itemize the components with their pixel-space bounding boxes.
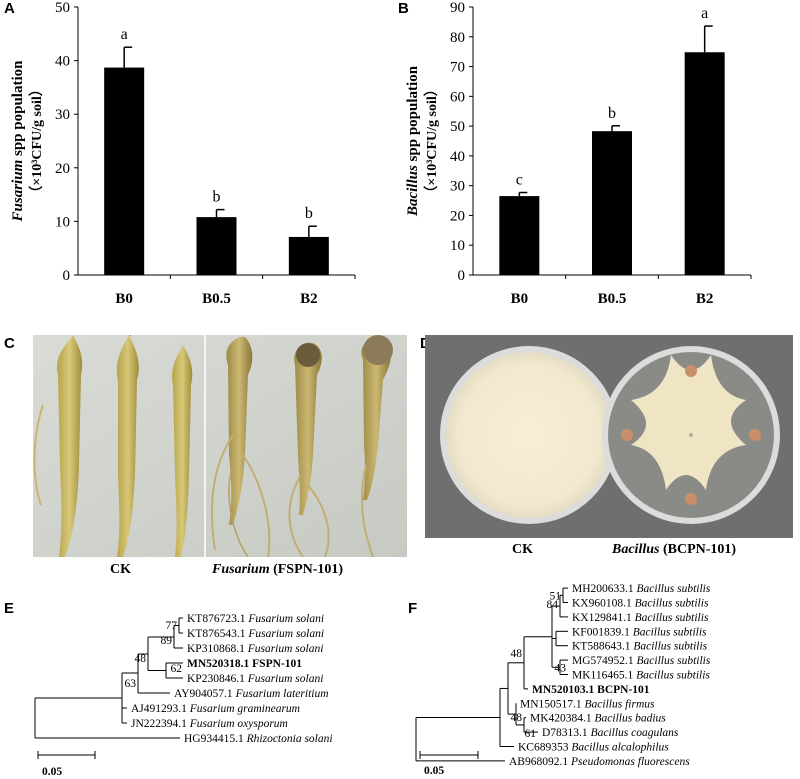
tree-leaf-label: KF001839.1 Bacillus subtilis (572, 626, 707, 638)
y-tick-label: 70 (450, 60, 465, 76)
y-tick-label: 80 (450, 30, 465, 46)
bootstrap-value: 48 (511, 648, 523, 660)
caption-c-fusarium: Fusarium (FSPN-101) (212, 562, 344, 577)
x-tick-label: B2 (300, 291, 318, 307)
tree-leaf-label: MG574952.1 Bacillus subtilis (572, 655, 711, 667)
bootstrap-value: 62 (171, 663, 183, 675)
panel-label-c: C (4, 335, 15, 352)
tree-leaf-label: MK116465.1 Bacillus subtilis (572, 670, 710, 682)
y-tick-label: 30 (55, 107, 70, 123)
bar (592, 131, 632, 275)
bootstrap-value: 48 (135, 653, 147, 665)
y-axis-label: Fusarium spp population (10, 60, 26, 223)
bootstrap-value: 51 (550, 590, 562, 602)
tree-leaf-label: AY904057.1 Fusarium lateritium (174, 688, 329, 700)
significance-letter: c (516, 172, 523, 189)
photo-petri-dishes (425, 335, 793, 538)
y-axis-label: Bacillus spp population (405, 65, 421, 217)
tree-leaf-label: KT588643.1 Bacillus subtilis (572, 641, 708, 653)
scale-bar-label: 0.05 (42, 766, 62, 778)
tree-leaf-label: HG934415.1 Rhizoctonia solani (184, 733, 333, 745)
tree-leaf-label: KP230846.1 Fusarium solani (187, 673, 323, 685)
tree-leaf-label: MN520103.1 BCPN-101 (532, 684, 650, 696)
caption-d-ck: CK (512, 542, 533, 557)
bootstrap-value: 89 (161, 635, 173, 647)
panel-label-f: F (408, 600, 418, 617)
y-tick-label: 40 (55, 54, 70, 70)
photo-ginseng-roots (33, 335, 407, 557)
healthy-root (33, 335, 83, 557)
caption-c-ck: CK (110, 562, 131, 577)
significance-letter: b (305, 205, 313, 222)
bar (684, 52, 725, 275)
y-tick-label: 10 (450, 238, 465, 254)
tree-leaf-label: MK420384.1 Bacillus badius (530, 713, 666, 725)
significance-letter: a (121, 26, 128, 43)
panel-label-a: A (4, 0, 15, 17)
y-tick-label: 60 (450, 89, 465, 105)
bootstrap-value: 84 (547, 599, 559, 611)
y-tick-label: 30 (450, 179, 465, 195)
tree-leaf-label: KC689353 Bacillus alcalophilus (518, 742, 669, 754)
significance-letter: a (701, 5, 708, 22)
tree-leaf-label: JN222394.1 Fusarium oxysporum (131, 718, 288, 730)
tree-leaf-label: AB968092.1 Pseudomonas fluorescens (509, 756, 690, 768)
y-axis-label-unit: （×10³CFU/g soil） (29, 82, 45, 200)
tree-leaf-label: MH200633.1 Bacillus subtilis (572, 583, 711, 595)
bar (196, 217, 237, 275)
y-tick-label: 40 (450, 149, 465, 165)
tree-leaf-label: MN150517.1 Bacillus firmus (520, 698, 655, 710)
y-tick-label: 50 (55, 0, 70, 16)
tree-leaf-label: KX129841.1 Bacillus subtilis (572, 612, 709, 624)
y-tick-label: 0 (458, 268, 466, 284)
y-tick-label: 10 (55, 214, 70, 230)
significance-letter: b (213, 189, 221, 206)
bootstrap-value: 63 (125, 678, 137, 690)
phylogenetic-tree-bacillus: MH200633.1 Bacillus subtilis KX960108.1 B… (415, 583, 711, 777)
phylogenetic-tree-fusarium: KT876723.1 Fusarium solani KT876543.1 Fus… (34, 613, 333, 778)
x-tick-label: B0 (511, 291, 529, 307)
tree-leaf-label: MN520318.1 FSPN-101 (187, 658, 302, 670)
bootstrap-value: 43 (555, 662, 567, 674)
tree-leaf-label: KT876723.1 Fusarium solani (187, 613, 324, 625)
x-tick-label: B0.5 (598, 291, 627, 307)
tree-leaf-label: KX960108.1 Bacillus subtilis (572, 598, 709, 610)
tree-leaf-label: D78313.1 Bacillus coagulans (542, 727, 679, 739)
chart-b-bacillus-population: 0 10 20 30 40 50 60 70 80 90 c B0 b B0.5 a B2 Bacillus s… (405, 0, 752, 307)
scale-bar-label: 0.05 (424, 765, 444, 777)
y-tick-label: 20 (55, 161, 70, 177)
y-tick-label: 0 (63, 268, 71, 284)
tree-leaf-label: KT876543.1 Fusarium solani (187, 628, 324, 640)
bootstrap-value: 77 (166, 620, 178, 632)
y-axis-label-unit: （×10³CFU/g soil） (424, 82, 440, 200)
panel-label-b: B (398, 0, 409, 17)
bootstrap-value: 61 (525, 728, 537, 740)
significance-letter: b (608, 105, 616, 122)
chart-a-fusarium-population: 0 10 20 30 40 50 a B0 b B0.5 b B2 Fusarium spp popul… (10, 0, 356, 307)
x-tick-label: B0 (115, 291, 133, 307)
x-tick-label: B0.5 (202, 291, 231, 307)
bar (104, 67, 145, 276)
tree-leaf-label: KP310868.1 Fusarium solani (187, 643, 323, 655)
bootstrap-value: 48 (511, 712, 523, 724)
panel-label-e: E (4, 600, 15, 617)
y-tick-label: 20 (450, 208, 465, 224)
bar (288, 236, 329, 275)
caption-d-bacillus: Bacillus (BCPN-101) (612, 542, 737, 557)
tree-leaf-label: AJ491293.1 Fusarium graminearum (131, 703, 300, 715)
bar (499, 196, 540, 275)
y-tick-label: 90 (450, 0, 465, 16)
x-tick-label: B2 (696, 291, 714, 307)
y-tick-label: 50 (450, 119, 465, 135)
